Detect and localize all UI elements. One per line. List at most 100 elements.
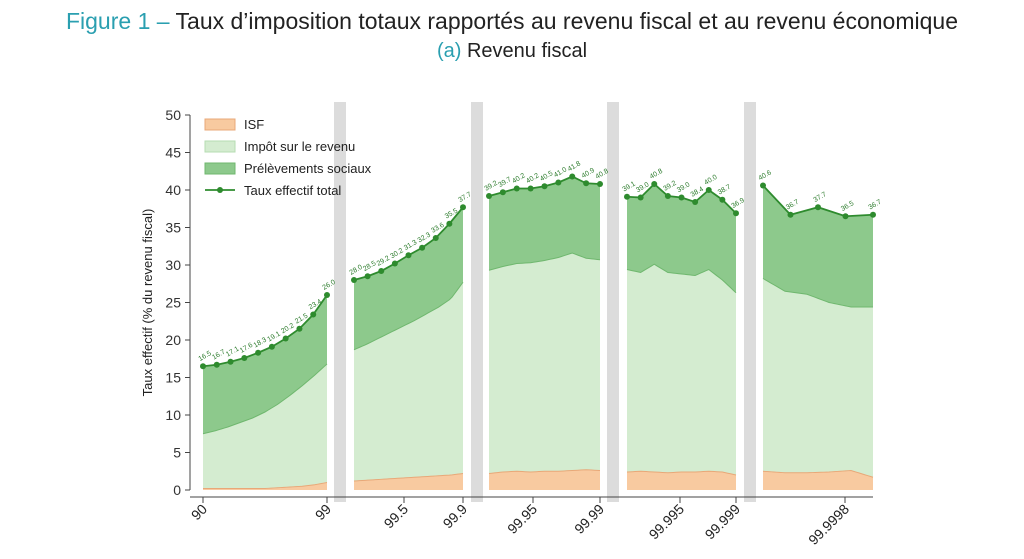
total-point [241,355,248,361]
x-tick-label: 99.9998 [805,501,852,548]
isf-area [763,470,873,490]
x-tick-label: 99.999 [702,501,744,543]
total-point [200,363,206,370]
total-data-label: 41.8 [567,160,582,173]
total-point [787,211,794,218]
total-data-label: 40.5 [539,170,554,183]
y-tick-label: 50 [165,107,181,123]
total-point [760,182,766,189]
legend-swatch [204,118,236,131]
total-data-label: 39.1 [622,181,637,194]
impot-revenu-edge [488,252,601,271]
prelevements-sociaux-area [203,295,327,434]
total-data-label: 36.5 [840,200,855,213]
isf-edge [203,482,328,489]
total-point [460,204,466,211]
segment-2: 28.028.529.230.231.332.333.635.537.7 [349,191,473,490]
total-data-label: 40.0 [703,174,718,187]
segment-1: 16.516.717.117.618.319.120.221.523.426.0 [198,279,337,490]
legend-label: Prélèvements sociaux [244,161,372,176]
panel-title-text: Revenu fiscal [466,40,588,62]
total-data-label: 39.2 [662,180,677,193]
figure-number: Figure 1 – [65,8,170,34]
total-point [513,185,520,192]
panel-separator [744,102,756,502]
total-point [213,361,220,368]
total-point [637,194,644,201]
total-point [432,235,439,241]
x-tick-label: 90 [188,501,210,523]
total-point [719,196,726,203]
impot-revenu-edge [762,278,873,308]
figure-title: Figure 1 – Taux d’imposition totaux rapp… [0,8,1024,35]
total-point [227,358,234,365]
y-tick-label: 30 [165,257,181,273]
x-tick-label: 99.95 [504,501,540,537]
total-data-label: 39.7 [497,176,512,189]
legend-marker [217,187,223,193]
impot-revenu-edge [626,263,737,294]
total-data-label: 36.7 [868,199,883,212]
prelevements-sociaux-area [489,176,600,271]
total-data-label: 17.1 [225,346,240,359]
segment-4: 39.139.040.839.239.038.440.038.736.9 [622,168,746,490]
total-data-label: 16.7 [211,349,226,362]
impot-revenu-area [354,282,463,481]
figure-title-text: Taux d’imposition totaux rapportés au re… [175,8,958,34]
total-point [310,311,317,318]
y-tick-label: 40 [165,182,181,198]
total-point [678,194,685,201]
total-point [527,185,534,192]
y-tick-label: 35 [165,220,181,236]
isf-area [627,471,736,490]
total-point [446,220,453,227]
prelevements-sociaux-area [354,207,463,350]
isf-edge [626,470,737,476]
total-point [555,179,562,186]
total-point [733,210,739,217]
total-point [255,349,262,356]
y-tick-label: 10 [165,407,181,423]
total-point [541,183,548,190]
total-point [391,260,398,267]
impot-revenu-area [489,253,600,474]
total-point [282,335,289,342]
total-point [705,187,712,193]
total-data-label: 40.6 [758,169,773,182]
total-point [583,180,590,187]
total-point [664,193,671,199]
impot-revenu-area [627,264,736,475]
total-point [870,211,876,218]
impot-revenu-area [763,278,873,478]
y-axis-title: Taux effectif (% du revenu fiscal) [140,209,155,397]
panel-separator [334,102,346,502]
total-data-label: 29.2 [376,255,391,268]
impot-revenu-area [203,364,327,489]
y-tick-label: 0 [173,482,181,498]
legend-label: Taux effectif total [244,183,341,198]
total-data-label: 40.8 [649,168,664,181]
total-data-label: 16.5 [198,350,213,363]
total-point [419,244,426,251]
total-point [569,173,576,180]
total-point [815,204,821,211]
legend: ISF Impôt sur le revenu Prélèvements socia… [204,117,372,198]
total-data-label: 39.2 [484,180,499,193]
total-data-label: 36.7 [785,199,800,212]
total-point [842,213,849,220]
panel-subtitle: (a) Revenu fiscal [0,40,1024,63]
x-tick-label: 99.5 [381,501,412,532]
x-tick-label: 99 [312,501,334,523]
total-data-label: 41.0 [553,166,568,179]
total-point [378,268,385,274]
total-point [296,325,303,332]
total-data-label: 37.7 [458,191,473,204]
isf-edge [488,469,601,474]
prelevements-sociaux-area [627,184,736,293]
total-data-label: 18.3 [253,337,268,350]
isf-area [203,482,327,490]
total-data-label: 38.7 [717,184,732,197]
total-data-label: 40.2 [525,172,540,185]
isf-area [354,473,463,490]
